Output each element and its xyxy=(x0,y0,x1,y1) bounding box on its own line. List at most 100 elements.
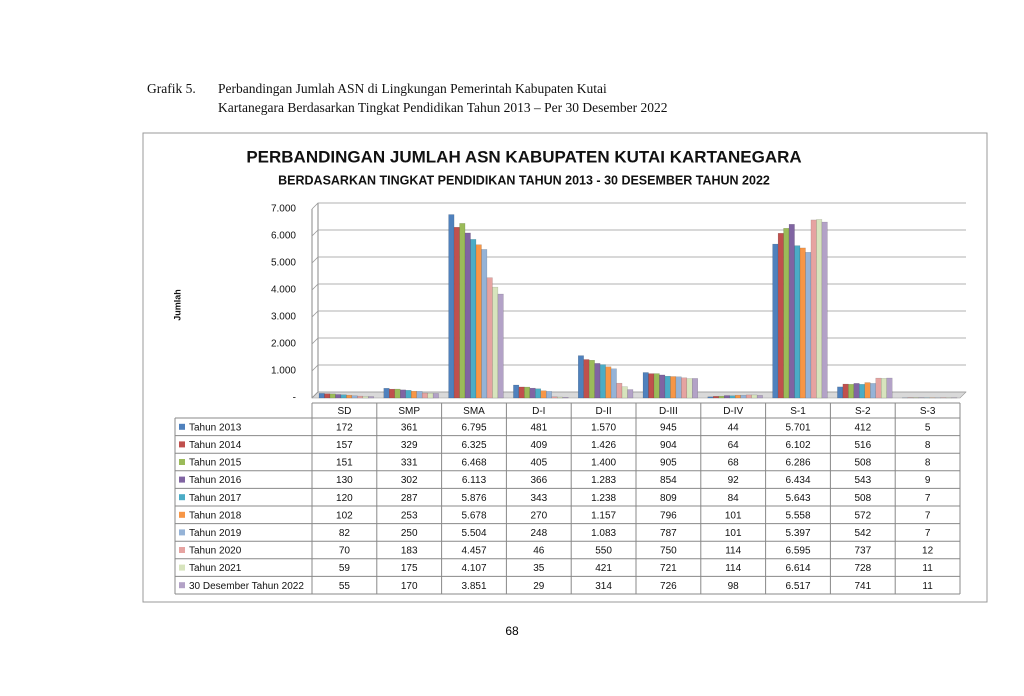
x-tick-label: S-3 xyxy=(920,406,936,417)
table-value: 6.595 xyxy=(785,546,810,557)
bar xyxy=(870,383,876,399)
grid-line xyxy=(311,256,966,264)
table-value: 120 xyxy=(336,493,353,504)
bar xyxy=(848,384,855,399)
bar xyxy=(459,223,466,399)
bar xyxy=(583,359,590,399)
bar xyxy=(713,396,719,399)
bar xyxy=(599,364,606,399)
bar xyxy=(368,396,375,399)
table-value: 5.643 xyxy=(785,493,810,504)
table-value: 11 xyxy=(922,581,933,592)
table-value: 6.795 xyxy=(461,422,486,433)
table-value: 1.238 xyxy=(591,493,616,504)
table-value: 343 xyxy=(530,493,547,504)
table-value: 82 xyxy=(339,528,351,539)
table-value: 1.570 xyxy=(591,422,616,433)
bar xyxy=(837,386,844,399)
y-tick-label: 5.000 xyxy=(271,258,296,269)
table-value: 98 xyxy=(728,581,740,592)
bar xyxy=(659,374,666,399)
grid-line xyxy=(311,364,966,372)
bar xyxy=(751,394,758,399)
bar xyxy=(340,394,347,399)
bar xyxy=(389,388,395,399)
bar xyxy=(853,383,860,399)
legend-key xyxy=(179,547,185,553)
table-value: 854 xyxy=(660,475,677,486)
table-value: 1.400 xyxy=(591,458,616,469)
table-value: 68 xyxy=(728,458,740,469)
bar xyxy=(329,393,336,399)
x-tick-label: SMA xyxy=(463,406,485,417)
table-value: 6.286 xyxy=(785,458,810,469)
table-value: 7 xyxy=(925,493,931,504)
table-value: 366 xyxy=(530,475,547,486)
bar xyxy=(470,239,477,399)
table-value: 183 xyxy=(401,546,418,557)
legend-label: Tahun 2018 xyxy=(189,510,242,521)
bar xyxy=(551,396,558,399)
table-value: 46 xyxy=(533,546,545,557)
table-value: 4.457 xyxy=(461,546,486,557)
bar xyxy=(518,386,525,399)
legend-key xyxy=(179,511,185,518)
x-tick-label: D-III xyxy=(659,406,678,417)
table-value: 1.157 xyxy=(591,510,616,521)
bar xyxy=(524,386,531,399)
bar xyxy=(799,247,806,399)
table-value: 84 xyxy=(728,493,740,504)
y-tick-label: - xyxy=(293,393,296,404)
chart-subtitle: BERDASARKAN TINGKAT PENDIDIKAN TAHUN 201… xyxy=(278,173,770,187)
caption-line: Kartanegara Berdasarkan Tingkat Pendidik… xyxy=(218,100,668,115)
bar xyxy=(416,391,423,399)
x-tick-label: S-2 xyxy=(855,406,871,417)
bar xyxy=(777,233,784,399)
table-value: 151 xyxy=(336,458,353,469)
bar xyxy=(421,392,428,399)
table-value: 516 xyxy=(854,440,871,451)
bar xyxy=(346,395,353,399)
table-value: 101 xyxy=(725,528,742,539)
y-tick-label: 4.000 xyxy=(271,285,296,296)
bar xyxy=(842,383,849,399)
table-value: 101 xyxy=(725,510,742,521)
table-value: 55 xyxy=(339,581,351,592)
table-value: 737 xyxy=(854,546,871,557)
bar xyxy=(864,382,871,399)
bar xyxy=(578,355,584,399)
grid-line xyxy=(311,391,966,399)
table-value: 172 xyxy=(336,422,353,433)
table-value: 945 xyxy=(660,422,677,433)
caption-label: Grafik 5. xyxy=(147,81,196,96)
x-tick-label: S-1 xyxy=(790,406,806,417)
table-value: 809 xyxy=(660,493,677,504)
table-value: 5 xyxy=(925,422,931,433)
x-tick-label: D-I xyxy=(532,406,545,417)
table-value: 481 xyxy=(530,422,547,433)
legend-key xyxy=(179,459,185,465)
table-value: 7 xyxy=(925,528,931,539)
bar xyxy=(681,377,688,399)
table-value: 130 xyxy=(336,475,353,486)
bar xyxy=(464,232,471,399)
bar xyxy=(318,393,325,399)
grid-line xyxy=(311,310,966,318)
bar xyxy=(588,360,595,399)
bar xyxy=(653,373,660,399)
table-value: 508 xyxy=(854,458,871,469)
legend-label: Tahun 2015 xyxy=(189,458,242,469)
bar xyxy=(405,390,412,399)
legend-label: Tahun 2013 xyxy=(189,422,242,433)
table-value: 1.426 xyxy=(591,440,616,451)
table-value: 508 xyxy=(854,493,871,504)
table-value: 8 xyxy=(925,440,931,451)
legend-key xyxy=(179,441,185,448)
legend-label: Tahun 2017 xyxy=(189,493,242,504)
table-value: 331 xyxy=(401,458,418,469)
bar xyxy=(859,384,866,399)
table-value: 6.614 xyxy=(785,563,810,574)
table-value: 412 xyxy=(854,422,871,433)
bar xyxy=(383,388,390,399)
